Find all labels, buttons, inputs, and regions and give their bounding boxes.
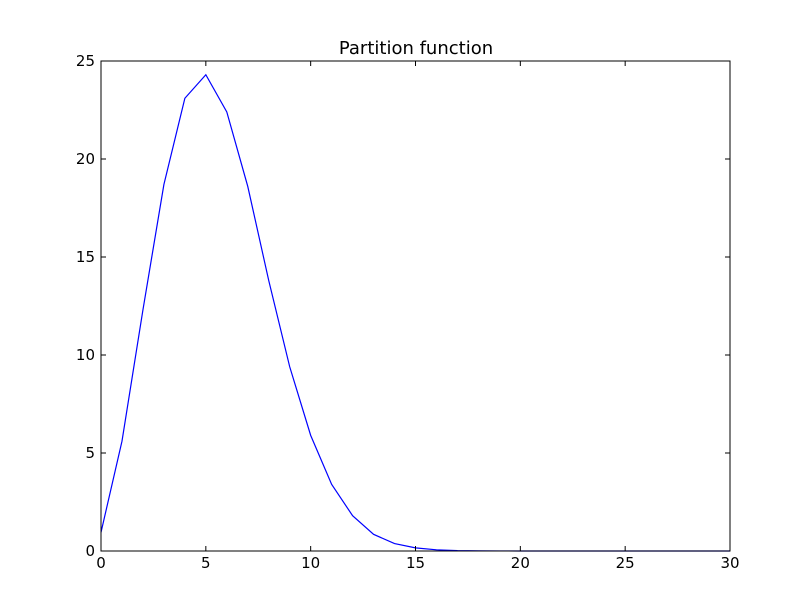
x-tick-label: 20	[511, 554, 530, 572]
x-tick-label: 10	[301, 554, 320, 572]
y-tick-label: 20	[76, 150, 95, 168]
x-tick-label: 0	[96, 554, 106, 572]
y-axis-ticks: 0 5 10 15 20 25	[76, 52, 730, 560]
chart-title: Partition function	[339, 38, 493, 59]
y-tick-label: 10	[76, 346, 95, 364]
x-tick-label: 25	[616, 554, 635, 572]
y-tick-label: 25	[76, 52, 95, 70]
x-tick-label: 30	[720, 554, 739, 572]
y-tick-label: 5	[85, 444, 95, 462]
x-tick-label: 15	[406, 554, 425, 572]
y-tick-label: 0	[85, 542, 95, 560]
x-tick-label: 5	[201, 554, 211, 572]
y-tick-label: 15	[76, 248, 95, 266]
x-axis-ticks: 0 5 10 15 20 25 30	[96, 61, 740, 572]
